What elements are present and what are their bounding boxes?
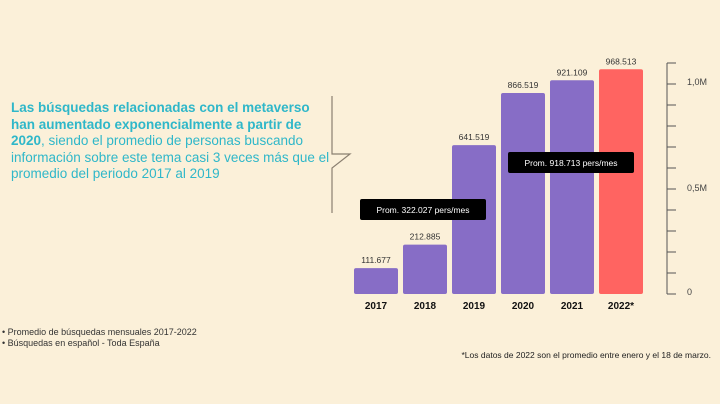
average-annotation: Prom. 918.713 pers/mes [508,152,634,173]
category-label: 2021 [561,301,584,312]
headline-rest: , siendo el promedio de personas buscand… [11,133,330,181]
bar [599,69,643,294]
y-tick-label: 0,5M [687,183,707,193]
value-label: 968.513 [606,56,637,66]
category-label: 2022* [608,301,634,312]
note-item: • Promedio de búsquedas mensuales 2017-2… [2,327,197,337]
bar [501,92,545,294]
value-label: 212.885 [410,232,441,242]
value-label: 921.109 [557,67,588,77]
value-label: 641.519 [459,132,490,142]
category-label: 2018 [414,301,437,312]
note-item: • Búsquedas en español - Toda España [2,338,160,348]
bar [403,244,447,294]
headline-bold: Las búsquedas relacionadas con el metave… [11,100,310,148]
category-label: 2020 [512,301,535,312]
bar [354,268,398,294]
category-label: 2019 [463,301,486,312]
y-tick-label: 0 [687,287,692,297]
bar [550,80,594,295]
footnote: *Los datos de 2022 son el promedio entre… [461,350,712,360]
headline: Las búsquedas relacionadas con el metave… [11,100,331,183]
value-label: 866.519 [508,80,539,90]
y-tick-label: 1,0M [687,77,707,87]
notes: • Promedio de búsquedas mensuales 2017-2… [2,327,197,349]
category-label: 2017 [365,301,388,312]
value-label: 111.677 [361,255,391,265]
average-annotation: Prom. 322.027 pers/mes [360,199,486,220]
